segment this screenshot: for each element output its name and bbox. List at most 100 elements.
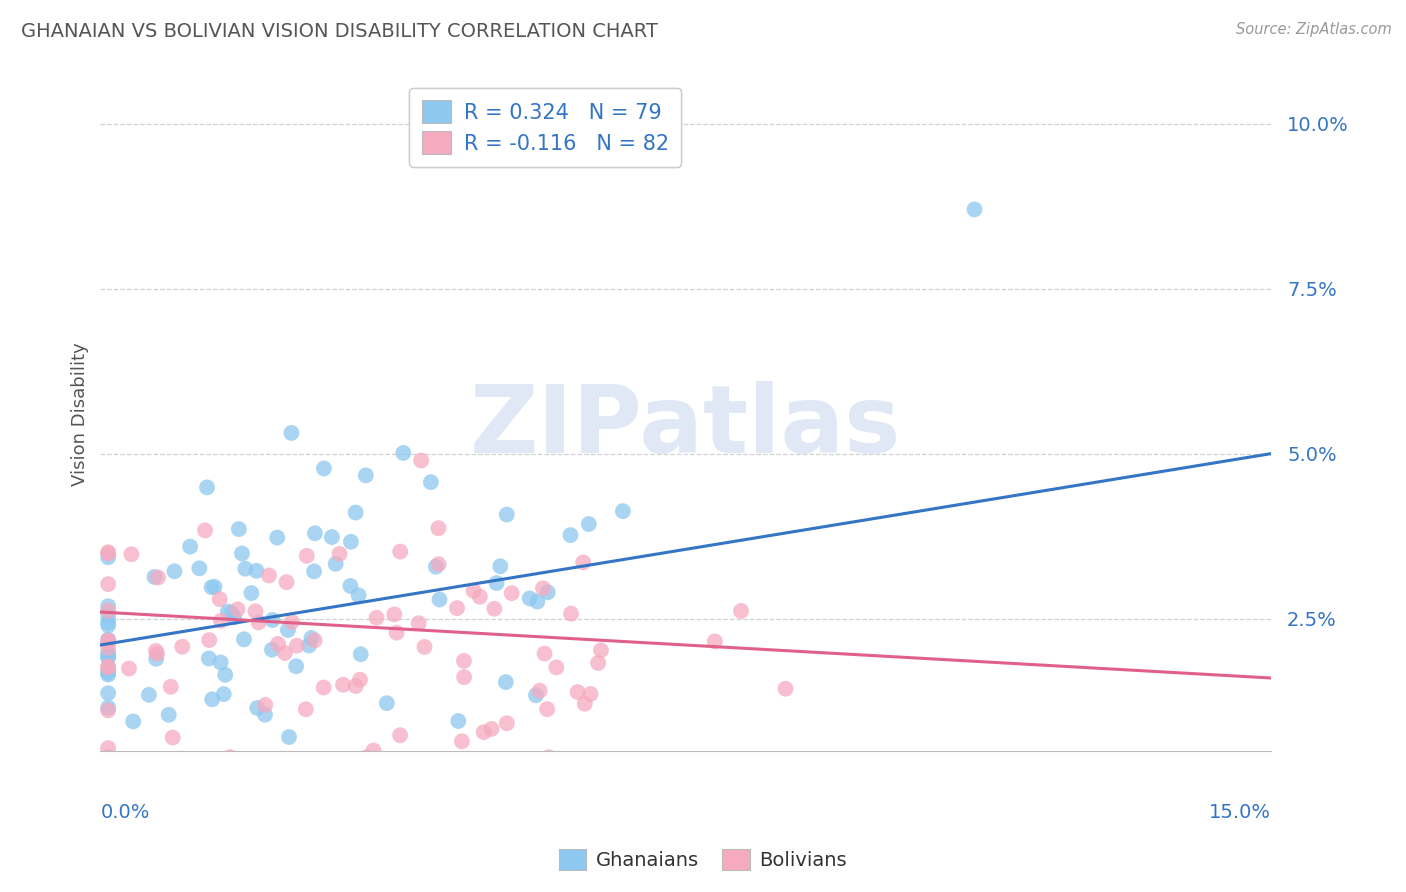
Point	[328, 547, 350, 561]
Point	[231, 547, 253, 561]
Point	[172, 640, 194, 654]
Point	[208, 592, 231, 607]
Point	[246, 701, 269, 715]
Point	[389, 728, 412, 742]
Point	[194, 524, 217, 538]
Point	[201, 580, 224, 594]
Point	[97, 703, 120, 717]
Point	[472, 725, 495, 739]
Point	[295, 702, 318, 716]
Point	[146, 647, 169, 661]
Point	[198, 651, 221, 665]
Point	[533, 647, 555, 661]
Point	[703, 634, 725, 648]
Point	[344, 679, 367, 693]
Point	[97, 686, 120, 700]
Point	[560, 607, 582, 621]
Text: ZIPatlas: ZIPatlas	[470, 382, 901, 474]
Point	[572, 556, 595, 570]
Point	[363, 743, 385, 757]
Point	[97, 741, 120, 756]
Point	[233, 562, 256, 576]
Point	[219, 606, 242, 620]
Point	[350, 647, 373, 661]
Point	[495, 675, 517, 690]
Point	[589, 643, 612, 657]
Point	[349, 673, 371, 687]
Y-axis label: Vision Disability: Vision Disability	[72, 343, 89, 486]
Text: 0.0%: 0.0%	[100, 804, 149, 822]
Point	[97, 633, 120, 648]
Point	[312, 461, 335, 475]
Point	[495, 508, 517, 522]
Point	[97, 599, 120, 614]
Legend: R = 0.324   N = 79, R = -0.116   N = 82: R = 0.324 N = 79, R = -0.116 N = 82	[409, 87, 681, 167]
Point	[578, 516, 600, 531]
Point	[262, 613, 284, 627]
Point	[529, 683, 551, 698]
Point	[97, 634, 120, 648]
Point	[278, 730, 301, 744]
Point	[97, 660, 120, 674]
Point	[97, 609, 120, 624]
Point	[224, 610, 246, 624]
Point	[485, 576, 508, 591]
Point	[963, 202, 986, 217]
Point	[97, 640, 120, 655]
Point	[413, 640, 436, 654]
Point	[257, 568, 280, 582]
Point	[302, 565, 325, 579]
Point	[366, 611, 388, 625]
Point	[97, 615, 120, 630]
Point	[429, 592, 451, 607]
Point	[453, 670, 475, 684]
Point	[526, 594, 548, 608]
Point	[146, 570, 169, 584]
Point	[579, 687, 602, 701]
Point	[446, 601, 468, 615]
Point	[97, 700, 120, 714]
Point	[122, 714, 145, 729]
Point	[240, 586, 263, 600]
Point	[97, 545, 120, 559]
Point	[312, 681, 335, 695]
Point	[304, 526, 326, 541]
Point	[266, 531, 288, 545]
Point	[97, 618, 120, 632]
Point	[382, 607, 405, 622]
Point	[536, 702, 558, 716]
Point	[375, 696, 398, 710]
Point	[481, 722, 503, 736]
Point	[356, 750, 378, 764]
Point	[226, 602, 249, 616]
Point	[285, 659, 308, 673]
Point	[468, 590, 491, 604]
Point	[277, 623, 299, 637]
Point	[143, 570, 166, 584]
Point	[120, 547, 142, 561]
Point	[276, 575, 298, 590]
Point	[354, 468, 377, 483]
Point	[489, 559, 512, 574]
Point	[389, 544, 412, 558]
Point	[195, 480, 218, 494]
Point	[612, 504, 634, 518]
Point	[245, 604, 267, 618]
Point	[484, 601, 506, 615]
Point	[97, 750, 120, 764]
Point	[198, 633, 221, 648]
Point	[385, 625, 408, 640]
Point	[321, 530, 343, 544]
Point	[214, 668, 236, 682]
Point	[567, 685, 589, 699]
Point	[301, 631, 323, 645]
Point	[219, 750, 242, 764]
Point	[531, 582, 554, 596]
Point	[201, 692, 224, 706]
Point	[425, 559, 447, 574]
Point	[97, 550, 120, 565]
Point	[304, 633, 326, 648]
Point	[344, 506, 367, 520]
Point	[730, 604, 752, 618]
Point	[162, 731, 184, 745]
